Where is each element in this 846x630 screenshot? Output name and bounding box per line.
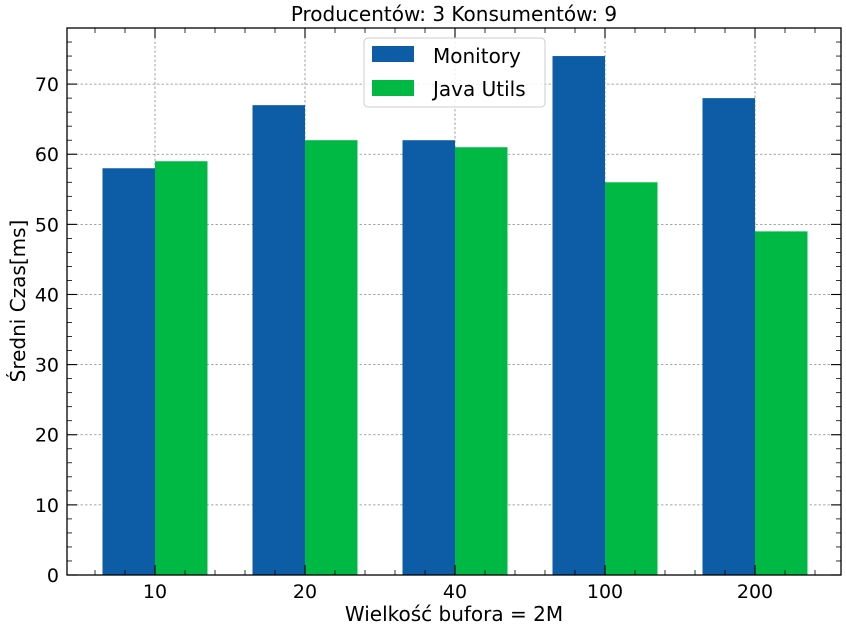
x-tick-label: 200	[737, 581, 773, 603]
legend: Monitory Java Utils	[363, 37, 546, 108]
y-tick-label: 10	[35, 495, 59, 517]
y-tick-label: 60	[35, 144, 59, 166]
x-axis-label: Wielkość bufora = 2M	[345, 602, 563, 626]
y-tick-label: 40	[35, 284, 59, 306]
bar-java-utils-20	[305, 140, 358, 575]
y-tick-label: 30	[35, 355, 59, 377]
y-axis-label: Średni Czas[ms]	[6, 220, 30, 383]
y-tick-label: 0	[47, 565, 59, 587]
y-tick-label: 70	[35, 74, 59, 96]
x-tick-label: 10	[143, 581, 167, 603]
chart-title: Producentów: 3 Konsumentów: 9	[291, 2, 617, 26]
bar-java-utils-10	[155, 161, 208, 575]
bar-monitory-200	[702, 98, 755, 575]
bar-monitory-20	[252, 105, 305, 576]
bar-java-utils-40	[455, 147, 508, 575]
bar-java-utils-100	[605, 182, 658, 576]
x-tick-label: 20	[293, 581, 317, 603]
y-tick-label: 20	[35, 425, 59, 447]
bars	[102, 56, 808, 576]
legend-swatch-java-utils	[372, 80, 414, 96]
bar-monitory-100	[552, 56, 605, 576]
bar-monitory-40	[402, 140, 455, 575]
x-tick-label: 40	[443, 581, 467, 603]
bar-java-utils-200	[755, 231, 808, 575]
legend-swatch-monitory	[372, 46, 414, 62]
bar-monitory-10	[102, 168, 155, 575]
x-tick-label: 100	[587, 581, 623, 603]
y-tick-label: 50	[35, 214, 59, 236]
legend-label-java-utils: Java Utils	[431, 77, 526, 101]
plot-frame	[66, 27, 842, 576]
tick-labels: 0 10 20 30 40 50 60 70 10 20 40 100 200	[35, 74, 773, 603]
legend-label-monitory: Monitory	[433, 44, 521, 68]
